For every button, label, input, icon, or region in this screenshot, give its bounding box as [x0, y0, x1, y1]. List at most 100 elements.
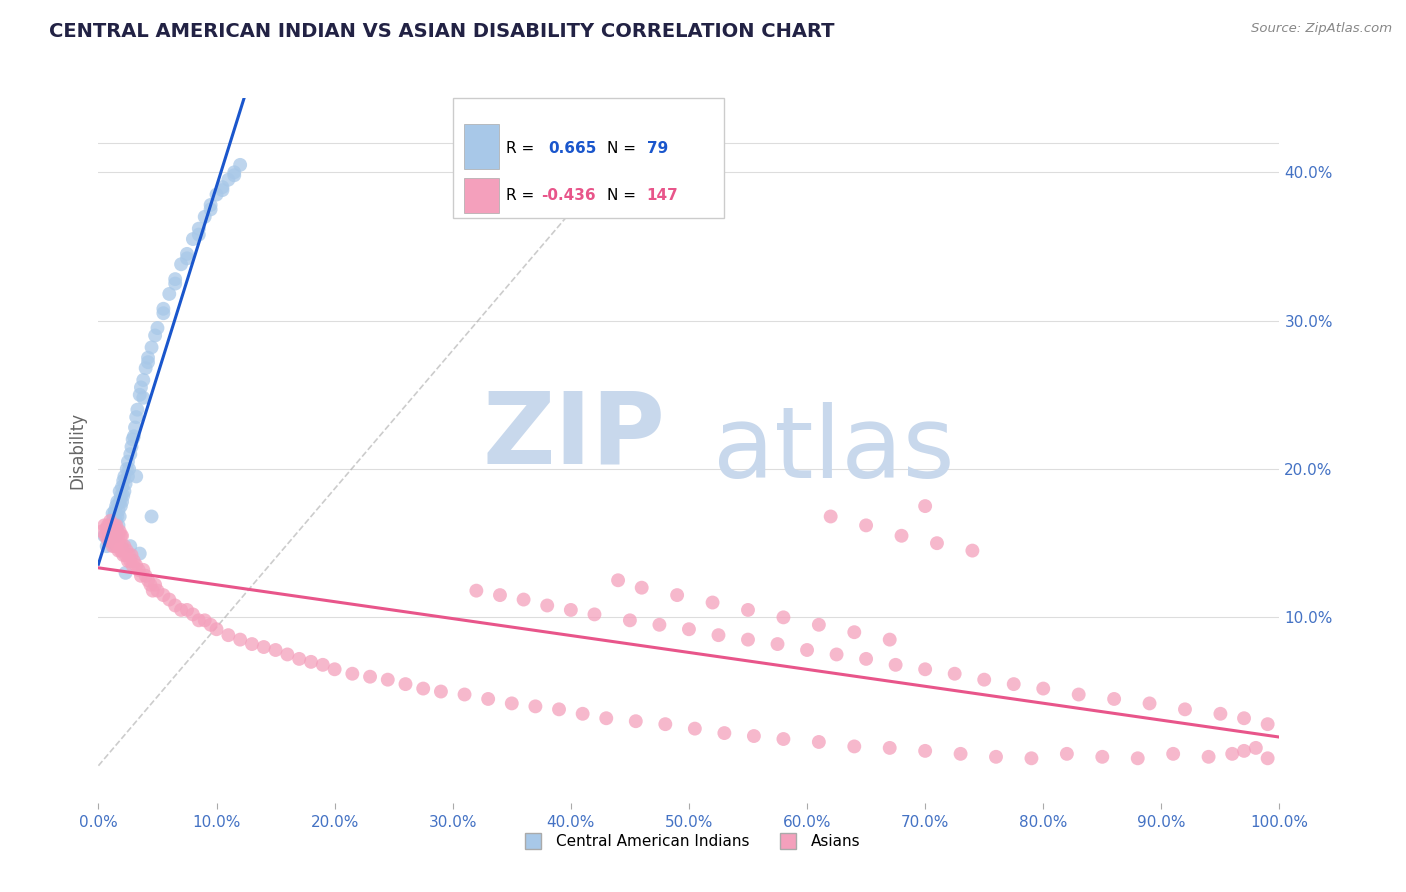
Point — [430, 684, 453, 698]
Y-axis label: Disability: Disability — [69, 412, 87, 489]
Point — [110, 489, 132, 503]
Point — [187, 221, 209, 235]
Point — [820, 509, 842, 524]
Point — [146, 583, 169, 598]
Point — [630, 581, 652, 595]
Point — [105, 524, 128, 539]
Point — [118, 548, 141, 562]
Point — [93, 518, 115, 533]
Point — [129, 569, 152, 583]
Point — [879, 740, 901, 755]
Point — [176, 252, 198, 266]
Point — [112, 489, 135, 503]
Point — [1126, 751, 1149, 765]
Point — [217, 172, 239, 186]
Point — [141, 340, 163, 354]
Point — [914, 744, 936, 758]
Point — [200, 617, 222, 632]
Point — [111, 539, 134, 553]
Point — [737, 632, 759, 647]
Point — [96, 521, 118, 535]
Point — [108, 494, 131, 508]
Point — [128, 547, 150, 561]
Point — [678, 622, 700, 636]
Point — [108, 509, 131, 524]
Point — [112, 474, 135, 488]
Point — [108, 484, 131, 499]
Text: -0.436: -0.436 — [541, 188, 596, 203]
Point — [176, 603, 198, 617]
Point — [100, 529, 122, 543]
Point — [1021, 751, 1043, 765]
Point — [1198, 749, 1220, 764]
Point — [217, 628, 239, 642]
Point — [165, 272, 187, 286]
Point — [143, 578, 166, 592]
Point — [595, 711, 617, 725]
Point — [772, 610, 794, 624]
Point — [97, 521, 120, 535]
Point — [110, 499, 132, 513]
Point — [110, 529, 132, 543]
Point — [1161, 747, 1184, 761]
Point — [141, 509, 163, 524]
Point — [101, 539, 124, 553]
Point — [240, 637, 263, 651]
Point — [101, 524, 124, 539]
Point — [1091, 749, 1114, 764]
Point — [914, 499, 936, 513]
Point — [97, 518, 120, 533]
Point — [125, 410, 148, 425]
Point — [666, 588, 689, 602]
Point — [108, 539, 131, 553]
Point — [139, 578, 162, 592]
Point — [412, 681, 434, 696]
Point — [1174, 702, 1197, 716]
Point — [101, 507, 124, 521]
Point — [132, 563, 155, 577]
Point — [312, 657, 335, 672]
Text: ZIP: ZIP — [482, 388, 665, 485]
Point — [105, 533, 128, 548]
Point — [844, 739, 866, 754]
Point — [105, 499, 128, 513]
Point — [103, 536, 125, 550]
Point — [132, 391, 155, 405]
Point — [132, 373, 155, 387]
Point — [125, 558, 148, 573]
Point — [118, 462, 141, 476]
Point — [1067, 688, 1090, 702]
Point — [152, 301, 174, 316]
Point — [122, 429, 145, 443]
Point — [187, 613, 209, 627]
Point — [101, 514, 124, 528]
Point — [973, 673, 995, 687]
Point — [98, 533, 121, 548]
Point — [128, 563, 150, 577]
Point — [98, 524, 121, 539]
Point — [112, 548, 135, 562]
Point — [104, 524, 127, 539]
Point — [135, 361, 157, 376]
Point — [536, 599, 558, 613]
Point — [855, 652, 877, 666]
Point — [142, 583, 165, 598]
Point — [194, 210, 217, 224]
Point — [683, 722, 706, 736]
Point — [104, 503, 127, 517]
Point — [200, 198, 222, 212]
Point — [114, 476, 136, 491]
Point — [127, 402, 149, 417]
Point — [136, 355, 159, 369]
Point — [135, 569, 157, 583]
Point — [1220, 747, 1243, 761]
Point — [114, 566, 136, 580]
Point — [117, 454, 139, 468]
Point — [143, 328, 166, 343]
Point — [1257, 717, 1279, 731]
Text: R =: R = — [506, 141, 540, 156]
Point — [914, 662, 936, 676]
Point — [229, 632, 252, 647]
Point — [165, 277, 187, 291]
Text: CENTRAL AMERICAN INDIAN VS ASIAN DISABILITY CORRELATION CHART: CENTRAL AMERICAN INDIAN VS ASIAN DISABIL… — [49, 22, 835, 41]
